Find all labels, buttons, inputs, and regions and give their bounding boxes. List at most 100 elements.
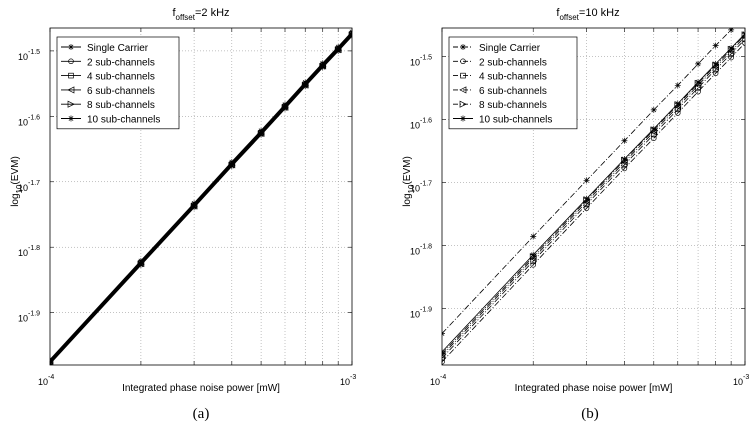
y-axis-label: log10(EVM) bbox=[10, 156, 24, 207]
y-tick-label-exp: -1.7 bbox=[420, 180, 432, 187]
chart-title-part: f bbox=[172, 7, 176, 19]
y-tick-label-part: 10 bbox=[410, 57, 420, 67]
x-tick-label: 10 bbox=[733, 377, 743, 387]
series-point-0 bbox=[191, 200, 198, 207]
figure-caption-part: (a) bbox=[193, 406, 210, 422]
legend-entry: 6 sub-channels bbox=[479, 86, 547, 97]
legend-swatch-marker bbox=[67, 100, 75, 108]
y-tick-label: 10 bbox=[410, 57, 420, 67]
x-tick-label-exp: -4 bbox=[48, 374, 54, 381]
chart-title: foffset=10 kHz bbox=[556, 7, 619, 22]
legend-box bbox=[56, 36, 180, 130]
series-point-5 bbox=[621, 156, 628, 163]
y-axis-label: log10(EVM) bbox=[402, 156, 416, 207]
chart-title: foffset=2 kHz bbox=[172, 7, 229, 22]
legend-entry: 6 sub-channels bbox=[87, 86, 155, 97]
y-axis-label-part: (EVM) bbox=[402, 156, 413, 184]
y-tick-label-exp-part: -1.7 bbox=[28, 180, 40, 187]
series-point-0 bbox=[728, 28, 735, 33]
series-line-0 bbox=[442, 28, 734, 334]
legend-entry: 2 sub-channels bbox=[479, 57, 547, 68]
series-point-5 bbox=[712, 60, 719, 67]
y-tick-label-part: 10 bbox=[18, 117, 28, 127]
series-point-5 bbox=[674, 100, 681, 107]
y-tick-label-part: 10 bbox=[410, 246, 420, 256]
x-tick-label-exp-part: -4 bbox=[440, 374, 446, 381]
legend-entry-part: 4 sub-channels bbox=[479, 72, 547, 83]
series-point-5 bbox=[228, 163, 235, 170]
chart-panel-a: 10 -1.510 -1.610 -1.710 -1.810 -1.910 -4 10 -3fo… bbox=[10, 7, 356, 422]
y-tick-label: 10 bbox=[410, 246, 420, 256]
legend-swatch-marker bbox=[67, 86, 75, 94]
y-tick-label-part: 10 bbox=[410, 183, 420, 193]
legend-entry-part: 10 sub-channels bbox=[479, 115, 552, 126]
y-tick-label-exp-part: -1.9 bbox=[420, 306, 432, 313]
series-point-5 bbox=[583, 195, 590, 202]
legend-entry: 10 sub-channels bbox=[479, 115, 552, 126]
y-axis-label-part: log bbox=[10, 193, 21, 206]
x-tick-label-part: 10 bbox=[340, 377, 350, 387]
legend-swatch-marker bbox=[68, 58, 74, 65]
x-tick-label-exp-part: -3 bbox=[743, 374, 749, 381]
series-point-0 bbox=[621, 137, 628, 144]
legend-swatch-marker bbox=[460, 58, 466, 65]
y-tick-label-exp-part: -1.7 bbox=[420, 180, 432, 187]
x-tick-label-exp: -3 bbox=[350, 374, 356, 381]
series-group bbox=[50, 28, 352, 365]
legend-entry-part: Single Carrier bbox=[479, 43, 541, 54]
y-axis-label-part: log bbox=[402, 193, 413, 206]
series-line-1 bbox=[442, 42, 745, 363]
legend-swatch-marker bbox=[459, 100, 467, 108]
chart-title-part: offset bbox=[176, 13, 196, 22]
y-tick-label-exp: -1.8 bbox=[420, 243, 432, 250]
legend-swatch-marker bbox=[459, 86, 467, 94]
legend-entry: 4 sub-channels bbox=[87, 72, 155, 83]
figure-caption-part: (b) bbox=[581, 406, 599, 422]
y-tick-label: 10 bbox=[410, 309, 420, 319]
series-point-5 bbox=[442, 348, 445, 355]
series-line-5 bbox=[442, 33, 745, 353]
legend-entry-part: 8 sub-channels bbox=[87, 100, 155, 111]
series-point-1 bbox=[442, 359, 445, 365]
legend: Single Carrier 2 sub-channels 4 sub-channe… bbox=[448, 36, 578, 130]
legend-entry-part: 6 sub-channels bbox=[479, 86, 547, 97]
y-axis-label-part: 10 bbox=[15, 184, 24, 193]
x-tick-label: 10 bbox=[38, 377, 48, 387]
series-point-0 bbox=[302, 79, 309, 86]
series-point-5 bbox=[302, 83, 309, 90]
figure-caption: (b) bbox=[581, 406, 599, 422]
series-line-4 bbox=[442, 34, 745, 354]
y-tick-label-part: 10 bbox=[18, 314, 28, 324]
series-point-1 bbox=[530, 262, 536, 268]
series-point-0 bbox=[650, 106, 657, 113]
series-point-3 bbox=[50, 358, 54, 365]
series-point-1 bbox=[621, 165, 628, 172]
y-tick-label-part: 10 bbox=[18, 248, 28, 258]
legend-swatch-marker bbox=[68, 115, 74, 122]
legend-box bbox=[448, 36, 578, 130]
y-tick-label: 10 bbox=[18, 314, 28, 324]
series-point-5 bbox=[191, 204, 198, 211]
series-point-0 bbox=[282, 101, 289, 108]
y-tick-label-part: 10 bbox=[410, 309, 420, 319]
legend-swatch-marker bbox=[68, 44, 74, 50]
series-point-0 bbox=[712, 42, 719, 49]
series-point-1 bbox=[728, 54, 734, 61]
legend-swatch-marker bbox=[460, 72, 466, 79]
chart-panel-b: 10 -1.510 -1.610 -1.710 -1.810 -1.910 -4 10 -3fo… bbox=[402, 7, 749, 422]
series-point-4 bbox=[741, 31, 745, 39]
x-axis-label-part: Integrated phase noise power [mW] bbox=[515, 383, 673, 394]
y-tick-label-exp: -1.5 bbox=[420, 54, 432, 61]
series-point-1 bbox=[742, 40, 745, 46]
x-axis-label-part: Integrated phase noise power [mW] bbox=[122, 383, 280, 394]
y-tick-label-part: 10 bbox=[18, 183, 28, 193]
y-tick-label-part: 10 bbox=[18, 52, 28, 62]
series-point-0 bbox=[674, 82, 681, 89]
y-tick-label-exp-part: -1.9 bbox=[28, 311, 40, 318]
legend-entry: 10 sub-channels bbox=[87, 115, 160, 126]
series-point-5 bbox=[319, 64, 326, 71]
series-point-5 bbox=[742, 30, 745, 37]
y-axis-label-part: (EVM) bbox=[10, 156, 21, 184]
series-point-5 bbox=[335, 47, 342, 54]
